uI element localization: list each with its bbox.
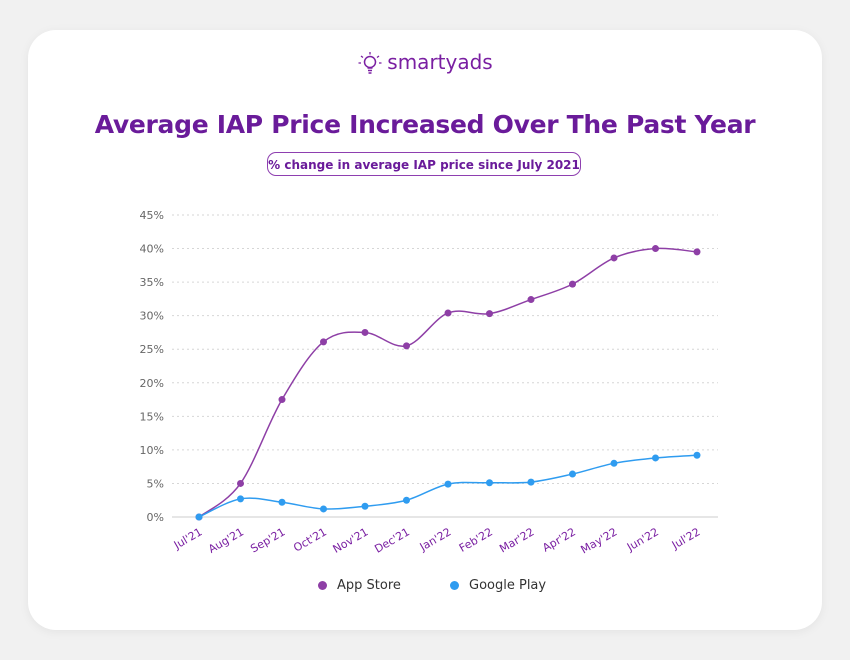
logo-text: smartyads (387, 50, 493, 74)
y-tick-label: 35% (140, 276, 164, 289)
legend-marker-icon (450, 581, 459, 590)
x-tick-label: Jul'21 (171, 525, 205, 552)
data-point (486, 479, 493, 487)
x-tick-label: Oct'21 (291, 525, 329, 554)
data-point (403, 496, 410, 504)
x-tick-label: Aug'21 (206, 525, 246, 556)
y-tick-label: 45% (140, 209, 164, 222)
legend-item-google-play: Google Play (450, 578, 546, 593)
logo: smartyads (0, 50, 850, 77)
data-point (237, 479, 244, 487)
x-tick-label: Feb'22 (457, 525, 495, 555)
data-point (195, 513, 203, 521)
data-point (527, 478, 535, 486)
data-point (278, 498, 286, 506)
data-point (403, 342, 410, 350)
y-tick-label: 0% (147, 511, 164, 524)
chart-subtitle: % change in average IAP price since July… (267, 152, 581, 176)
y-tick-label: 40% (140, 243, 164, 256)
data-point (652, 454, 659, 462)
data-point (486, 310, 493, 318)
lightbulb-icon (358, 51, 382, 74)
data-point (320, 338, 327, 346)
x-tick-label: Jun'22 (624, 525, 661, 554)
data-point (527, 296, 535, 304)
x-tick-label: Mar'22 (497, 525, 536, 555)
y-tick-label: 10% (140, 444, 164, 457)
x-tick-label: May'22 (579, 525, 620, 556)
x-tick-label: Jul'22 (669, 525, 703, 552)
y-tick-label: 5% (147, 477, 164, 490)
data-point (693, 248, 701, 256)
data-point (693, 451, 701, 459)
x-tick-label: Apr'22 (540, 525, 578, 554)
data-point (444, 309, 452, 317)
y-tick-label: 15% (140, 410, 164, 423)
data-point (610, 254, 618, 262)
legend-item-app-store: App Store (318, 578, 401, 593)
y-tick-label: 20% (140, 377, 164, 390)
y-tick-label: 25% (140, 343, 164, 356)
x-tick-label: Nov'21 (331, 525, 371, 556)
chart-title: Average IAP Price Increased Over The Pas… (94, 110, 756, 139)
data-point (652, 245, 659, 253)
data-point (444, 480, 452, 488)
x-tick-label: Sep'21 (248, 525, 287, 555)
data-point (320, 505, 327, 513)
data-point (278, 396, 286, 404)
data-point (361, 328, 369, 336)
legend-label: Google Play (469, 578, 547, 593)
data-point (610, 459, 618, 467)
data-point (569, 470, 576, 478)
data-point (237, 495, 244, 503)
data-point (569, 280, 576, 288)
legend-marker-icon (318, 581, 327, 590)
x-tick-label: Dec'21 (372, 525, 412, 555)
y-tick-label: 30% (140, 310, 164, 323)
chart-card (28, 30, 822, 630)
x-tick-label: Jan'22 (417, 525, 454, 554)
legend-label: App Store (337, 578, 401, 593)
data-point (361, 502, 369, 510)
